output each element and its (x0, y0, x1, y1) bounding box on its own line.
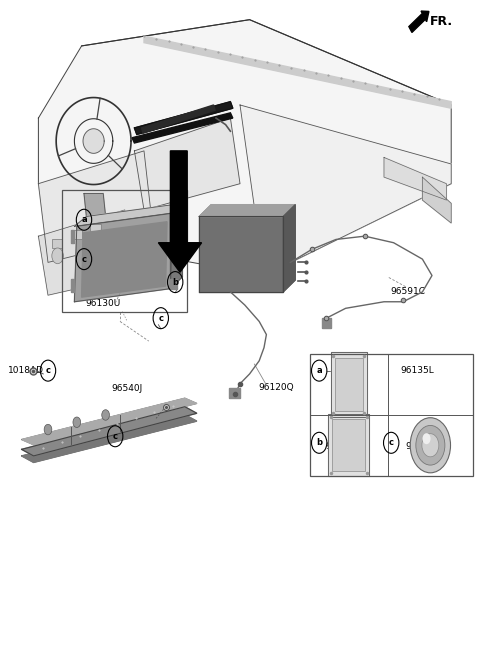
Polygon shape (229, 388, 240, 398)
Polygon shape (71, 230, 74, 243)
Polygon shape (74, 203, 182, 226)
Circle shape (422, 433, 431, 444)
Polygon shape (199, 216, 283, 292)
Polygon shape (22, 415, 197, 462)
Polygon shape (82, 222, 167, 297)
Text: 96591C: 96591C (391, 287, 425, 297)
Text: a: a (316, 366, 322, 375)
Circle shape (52, 248, 63, 264)
Polygon shape (22, 398, 197, 445)
Text: c: c (46, 366, 50, 375)
Polygon shape (142, 105, 215, 133)
Text: 96120Q: 96120Q (258, 382, 294, 392)
Polygon shape (83, 129, 104, 154)
Polygon shape (170, 279, 177, 289)
Text: 1018AD: 1018AD (155, 409, 191, 418)
Polygon shape (331, 352, 367, 417)
Polygon shape (170, 203, 182, 289)
Polygon shape (22, 407, 197, 456)
Polygon shape (38, 20, 451, 276)
Bar (332, 419, 365, 471)
Polygon shape (134, 102, 233, 134)
Circle shape (102, 410, 109, 420)
Polygon shape (144, 36, 451, 108)
Text: b: b (316, 438, 322, 447)
Text: 96130U: 96130U (85, 298, 121, 308)
Polygon shape (38, 151, 154, 262)
Text: 96140W: 96140W (202, 248, 240, 257)
Polygon shape (283, 205, 295, 292)
Polygon shape (38, 210, 134, 295)
Text: b: b (172, 277, 178, 287)
Circle shape (416, 426, 445, 465)
Text: FR.: FR. (430, 15, 453, 28)
Text: 96543: 96543 (406, 441, 434, 451)
Text: c: c (82, 255, 86, 264)
Text: 96540J: 96540J (111, 384, 143, 393)
Bar (71, 230, 82, 239)
Polygon shape (132, 113, 233, 143)
Polygon shape (84, 194, 106, 216)
Polygon shape (134, 118, 240, 210)
Text: a: a (81, 215, 87, 224)
Text: 96135L: 96135L (401, 366, 434, 375)
Bar (90, 224, 101, 233)
Circle shape (44, 424, 52, 435)
Circle shape (410, 418, 451, 473)
Polygon shape (74, 213, 173, 302)
FancyArrow shape (409, 11, 429, 32)
Text: 1018AD: 1018AD (8, 366, 44, 375)
Bar (335, 358, 363, 411)
Polygon shape (384, 157, 446, 200)
Bar (52, 239, 62, 248)
Polygon shape (199, 205, 295, 216)
Text: c: c (389, 438, 394, 447)
Text: 96135R: 96135R (326, 441, 360, 451)
Polygon shape (240, 105, 451, 276)
Text: c: c (158, 314, 163, 323)
Bar (310, 354, 473, 476)
Bar (62, 190, 187, 312)
Polygon shape (422, 177, 451, 223)
Polygon shape (328, 414, 369, 476)
Polygon shape (158, 151, 202, 272)
Text: c: c (113, 432, 118, 441)
Polygon shape (322, 318, 331, 328)
Polygon shape (71, 279, 74, 292)
Circle shape (90, 241, 102, 257)
Circle shape (422, 434, 439, 457)
Circle shape (73, 417, 81, 428)
